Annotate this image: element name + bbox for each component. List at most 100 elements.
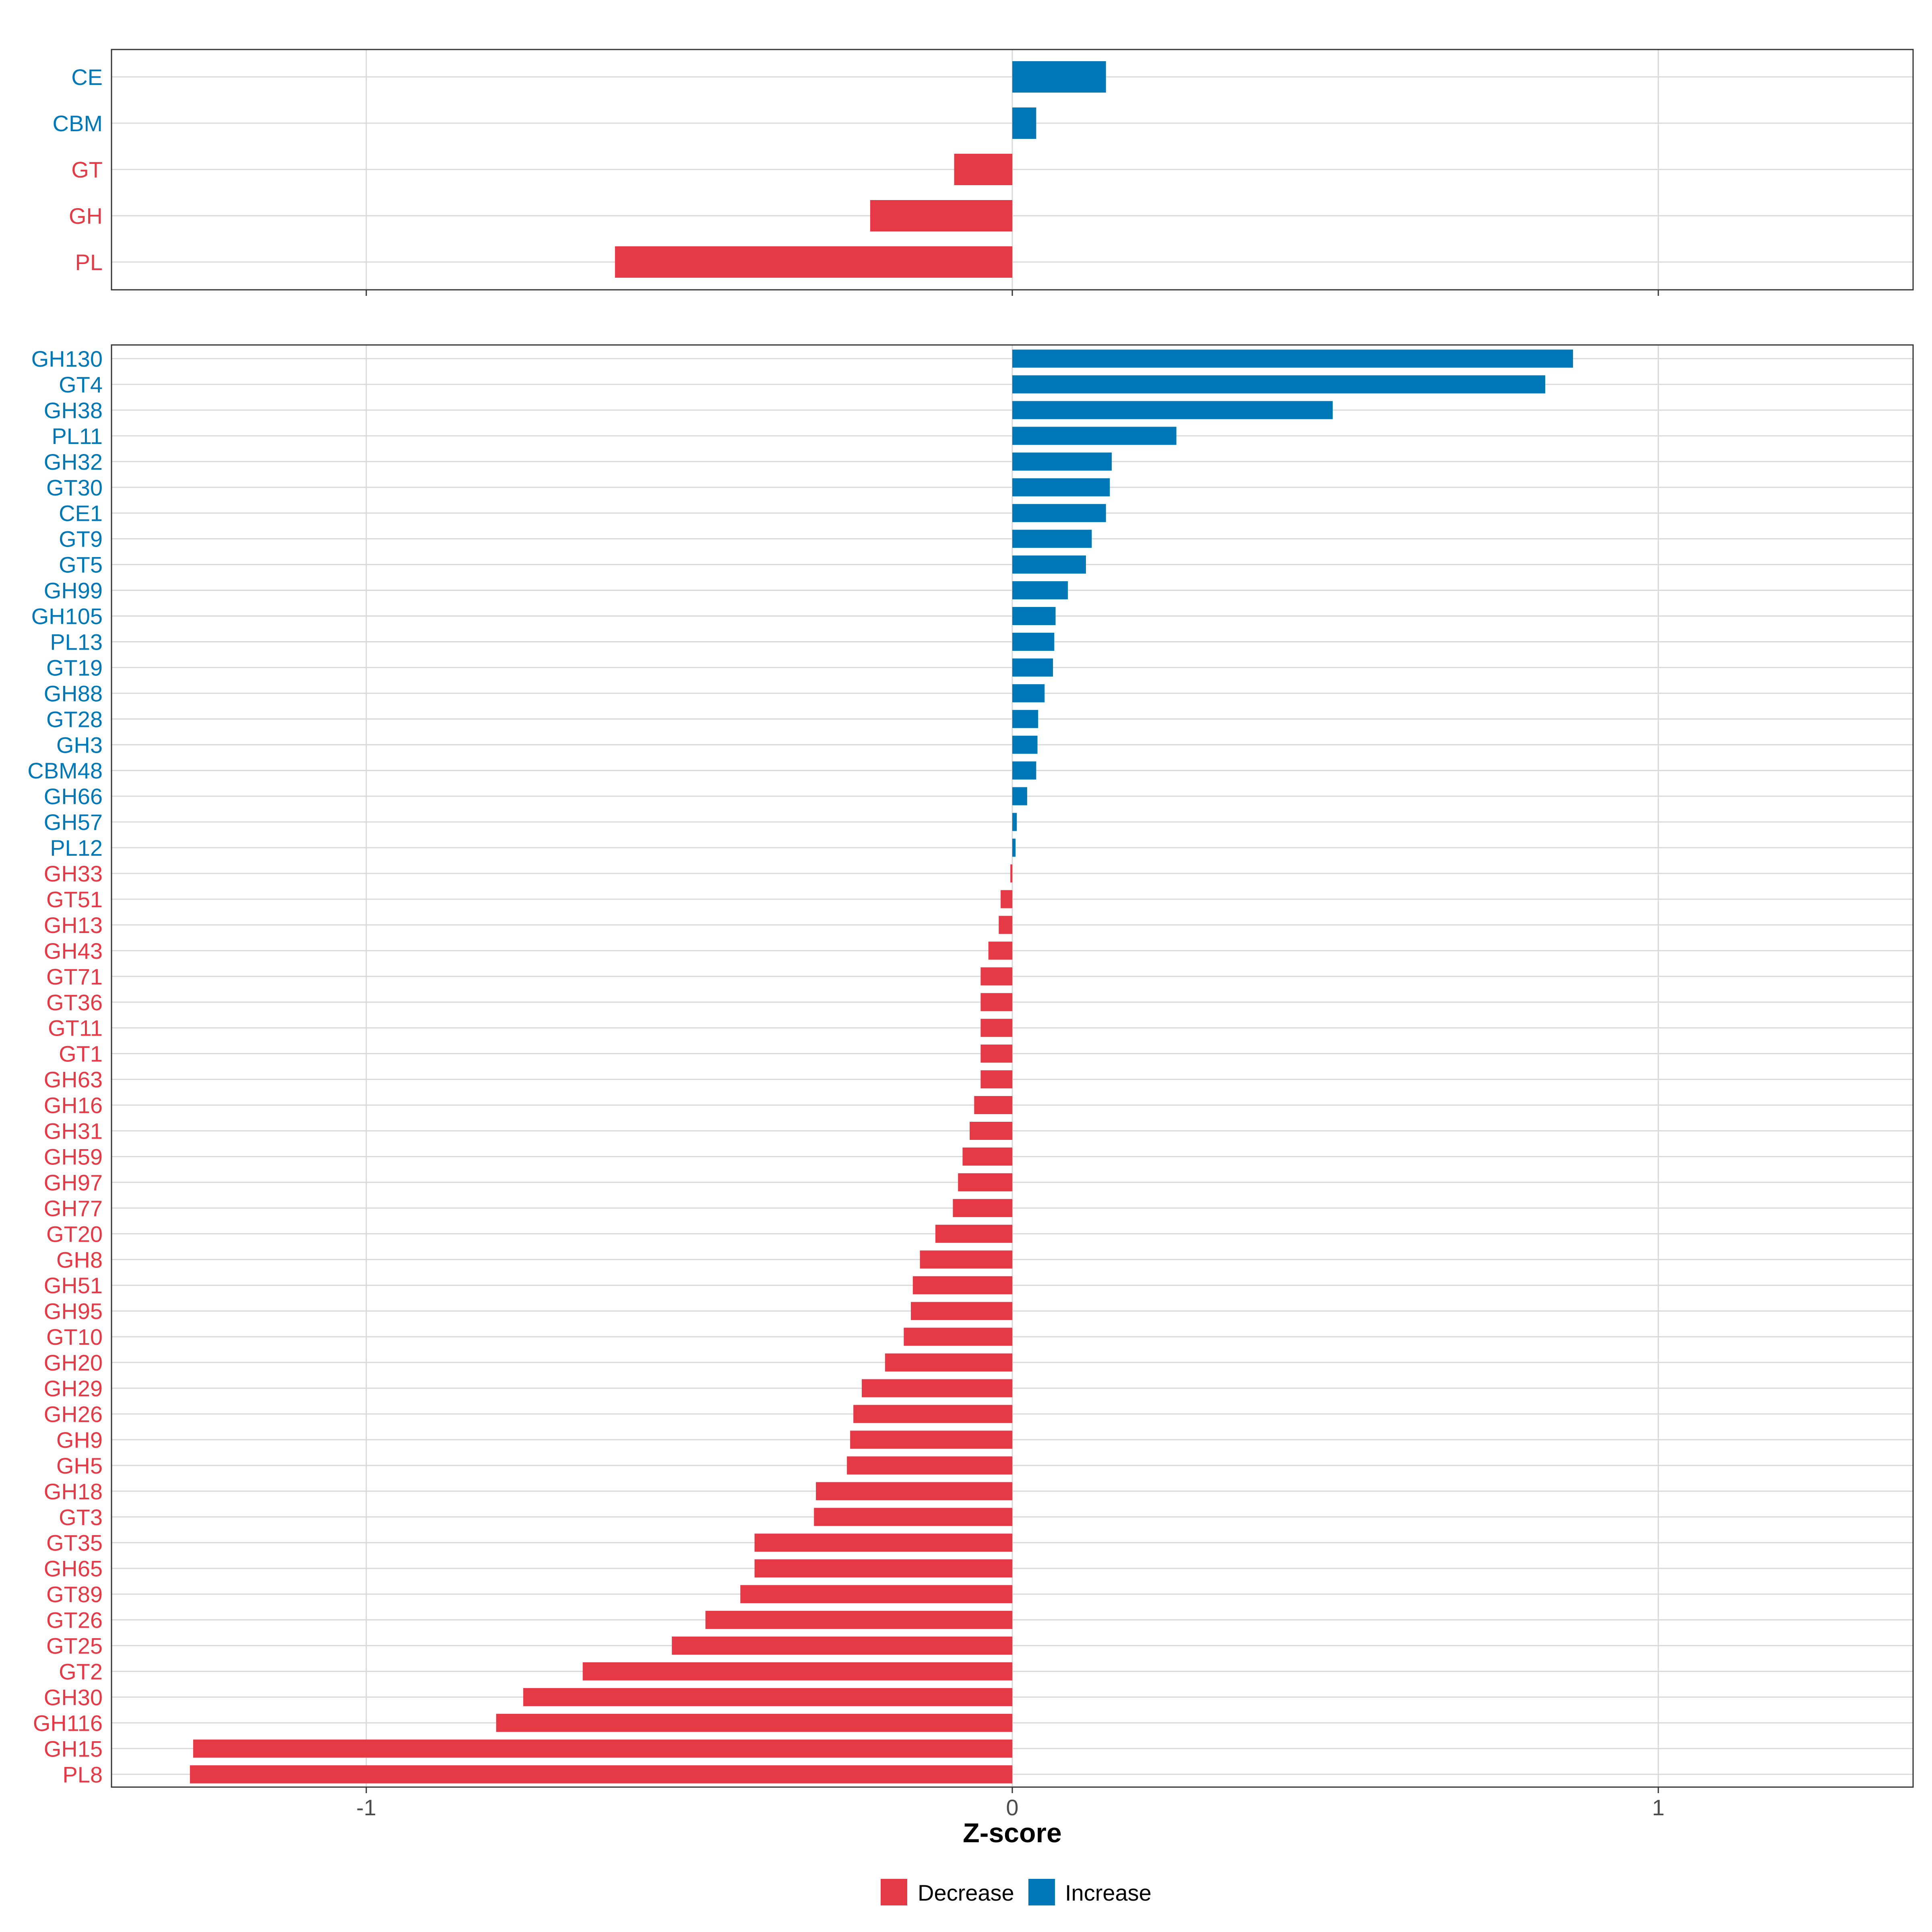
y-tick-label-GH: GH xyxy=(69,203,103,229)
y-tick-label-GH8: GH8 xyxy=(56,1247,103,1272)
y-tick-label-CBM: CBM xyxy=(53,111,103,136)
y-tick-label-GH88: GH88 xyxy=(44,681,103,706)
bar-GT9 xyxy=(1012,530,1092,548)
x-tick-label: 1 xyxy=(1652,1795,1664,1820)
y-tick-label-GH63: GH63 xyxy=(44,1067,103,1092)
bar-GH105 xyxy=(1012,607,1056,625)
legend-swatch-decrease xyxy=(881,1879,907,1905)
bar-PL8 xyxy=(190,1765,1013,1783)
bar-GT51 xyxy=(1001,890,1012,908)
bar-GT1 xyxy=(980,1044,1012,1063)
y-tick-label-GH57: GH57 xyxy=(44,809,103,835)
y-tick-label-GH3: GH3 xyxy=(56,732,103,758)
bar-GH116 xyxy=(496,1713,1012,1732)
y-tick-label-GH95: GH95 xyxy=(44,1298,103,1324)
y-tick-label-GT: GT xyxy=(71,157,103,182)
bar-GH43 xyxy=(988,941,1012,960)
bar-GT2 xyxy=(582,1662,1012,1680)
y-tick-label-GT36: GT36 xyxy=(46,990,103,1015)
y-tick-label-GH31: GH31 xyxy=(44,1119,103,1144)
bar-PL12 xyxy=(1012,838,1016,857)
y-tick-label-GT4: GT4 xyxy=(59,372,103,397)
top-panel: CE CBM GT GH PL xyxy=(53,49,1914,291)
y-tick-label-GT3: GT3 xyxy=(59,1505,103,1530)
bar-GH3 xyxy=(1012,735,1038,754)
bar-GH95 xyxy=(911,1302,1012,1320)
bar-PL13 xyxy=(1012,632,1055,651)
bar-GH xyxy=(870,200,1012,231)
bar-GT19 xyxy=(1012,658,1053,677)
y-tick-label-GH15: GH15 xyxy=(44,1736,103,1761)
y-tick-label-GT1: GT1 xyxy=(59,1041,103,1067)
bar-GT xyxy=(954,154,1012,185)
legend-swatch-increase xyxy=(1028,1879,1055,1905)
bar-GH130 xyxy=(1012,349,1573,368)
bar-GT28 xyxy=(1012,710,1038,728)
y-tick-label-GH99: GH99 xyxy=(44,578,103,603)
y-tick-label-GH66: GH66 xyxy=(44,784,103,809)
y-tick-label-CBM48: CBM48 xyxy=(27,758,103,783)
y-tick-label-GT20: GT20 xyxy=(46,1221,103,1247)
y-tick-label-GT9: GT9 xyxy=(59,526,103,552)
y-tick-label-GT26: GT26 xyxy=(46,1608,103,1633)
y-tick-label-GH26: GH26 xyxy=(44,1402,103,1427)
bar-GT11 xyxy=(980,1019,1012,1037)
bar-GH31 xyxy=(970,1122,1012,1140)
bar-GH26 xyxy=(853,1405,1012,1423)
y-tick-label-GH9: GH9 xyxy=(56,1427,103,1453)
y-tick-label-GH65: GH65 xyxy=(44,1556,103,1581)
bar-CE xyxy=(1012,61,1106,93)
y-tick-label-GH59: GH59 xyxy=(44,1144,103,1169)
legend-label-decrease: Decrease xyxy=(918,1880,1014,1905)
bar-GH97 xyxy=(958,1173,1012,1191)
y-tick-label-GT89: GT89 xyxy=(46,1582,103,1607)
y-tick-label-PL13: PL13 xyxy=(50,629,103,654)
bar-GT71 xyxy=(980,967,1012,986)
bar-GH38 xyxy=(1012,401,1333,419)
bar-CE1 xyxy=(1012,504,1106,522)
bar-PL11 xyxy=(1012,427,1177,445)
x-axis-title: Z-score xyxy=(963,1818,1062,1848)
y-tick-label-GH29: GH29 xyxy=(44,1376,103,1401)
y-tick-label-GH38: GH38 xyxy=(44,398,103,423)
y-tick-label-GT19: GT19 xyxy=(46,655,103,680)
bar-GH59 xyxy=(962,1147,1012,1166)
y-tick-label-GH43: GH43 xyxy=(44,938,103,964)
y-tick-label-CE: CE xyxy=(71,64,103,90)
bar-PL xyxy=(615,246,1012,278)
bar-GH9 xyxy=(850,1430,1012,1449)
y-tick-label-GH32: GH32 xyxy=(44,449,103,475)
bar-GT5 xyxy=(1012,555,1086,574)
bar-GH20 xyxy=(885,1353,1012,1372)
bar-GT36 xyxy=(980,993,1012,1011)
bar-GT35 xyxy=(754,1534,1012,1552)
x-tick-label: -1 xyxy=(356,1795,376,1820)
bar-CBM xyxy=(1012,107,1036,139)
bar-GH29 xyxy=(862,1379,1012,1397)
bar-GH33 xyxy=(1010,864,1012,883)
y-tick-label-GH51: GH51 xyxy=(44,1273,103,1298)
bar-GT30 xyxy=(1012,478,1110,497)
y-tick-label-GT71: GT71 xyxy=(46,964,103,989)
bar-GT25 xyxy=(672,1637,1012,1655)
y-tick-label-GH18: GH18 xyxy=(44,1479,103,1504)
bottom-panel: GH130GT4GH38PL11GH32GT30CE1GT9GT5GH99GH1… xyxy=(27,344,1914,1788)
bar-GH99 xyxy=(1012,581,1068,600)
bar-GT26 xyxy=(705,1611,1012,1629)
y-tick-label-GT2: GT2 xyxy=(59,1659,103,1684)
y-tick-label-GH33: GH33 xyxy=(44,861,103,886)
y-tick-label-GH97: GH97 xyxy=(44,1170,103,1195)
bar-GH30 xyxy=(523,1688,1012,1706)
y-tick-label-GH105: GH105 xyxy=(31,604,103,629)
bar-GH66 xyxy=(1012,787,1027,805)
bar-GT89 xyxy=(740,1585,1012,1604)
bar-GT3 xyxy=(814,1508,1012,1526)
x-tick-label: 0 xyxy=(1006,1795,1018,1820)
legend-label-increase: Increase xyxy=(1065,1880,1152,1905)
bar-CBM48 xyxy=(1012,761,1036,780)
bar-GT20 xyxy=(935,1224,1012,1243)
y-tick-label-GH16: GH16 xyxy=(44,1093,103,1118)
bar-GH8 xyxy=(920,1250,1012,1269)
y-tick-label-PL: PL xyxy=(75,250,103,275)
